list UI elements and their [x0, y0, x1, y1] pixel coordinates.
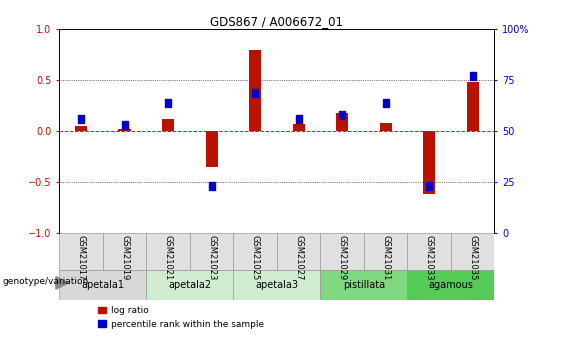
Bar [119, 129, 131, 131]
Bar [233, 269, 320, 299]
Bar [467, 82, 479, 131]
Text: agamous: agamous [428, 279, 473, 289]
Text: apetala1: apetala1 [81, 279, 124, 289]
Bar [451, 233, 494, 269]
Bar [208, 183, 215, 190]
Text: GSM21033: GSM21033 [425, 235, 433, 280]
Bar [383, 99, 389, 107]
Text: GSM21035: GSM21035 [468, 235, 477, 280]
Bar [336, 113, 348, 131]
Bar [339, 111, 345, 119]
Text: apetala3: apetala3 [255, 279, 298, 289]
Bar [146, 269, 233, 299]
Bar [121, 121, 128, 129]
Text: GSM21027: GSM21027 [294, 235, 303, 280]
Bar [78, 115, 84, 123]
Bar [249, 50, 261, 131]
Bar [233, 233, 277, 269]
Bar [364, 233, 407, 269]
Bar [407, 233, 451, 269]
Bar [380, 123, 392, 131]
Bar [59, 269, 146, 299]
Text: GSM21025: GSM21025 [251, 235, 259, 280]
Bar [162, 119, 174, 131]
Text: GSM21031: GSM21031 [381, 235, 390, 280]
Bar [252, 89, 258, 97]
Bar [75, 126, 87, 131]
Bar [206, 131, 218, 167]
Bar [146, 233, 190, 269]
Bar [295, 115, 302, 123]
Bar [320, 233, 364, 269]
Bar [103, 233, 146, 269]
Bar [423, 131, 435, 194]
Polygon shape [56, 277, 68, 289]
Text: GSM21019: GSM21019 [120, 235, 129, 280]
Bar [59, 233, 103, 269]
Text: GSM21023: GSM21023 [207, 235, 216, 280]
Bar [190, 233, 233, 269]
Bar [277, 233, 320, 269]
Bar [470, 72, 476, 80]
Title: GDS867 / A006672_01: GDS867 / A006672_01 [210, 15, 344, 28]
Bar [320, 269, 407, 299]
Text: GSM21021: GSM21021 [164, 235, 172, 280]
Text: pistillata: pistillata [343, 279, 385, 289]
Legend: log ratio, percentile rank within the sample: log ratio, percentile rank within the sa… [94, 303, 267, 332]
Text: GSM21029: GSM21029 [338, 235, 346, 280]
Bar [293, 124, 305, 131]
Bar [407, 269, 494, 299]
Bar [426, 183, 432, 190]
Text: genotype/variation: genotype/variation [3, 277, 89, 286]
Bar [165, 99, 171, 107]
Text: apetala2: apetala2 [168, 279, 211, 289]
Text: GSM21017: GSM21017 [77, 235, 85, 280]
